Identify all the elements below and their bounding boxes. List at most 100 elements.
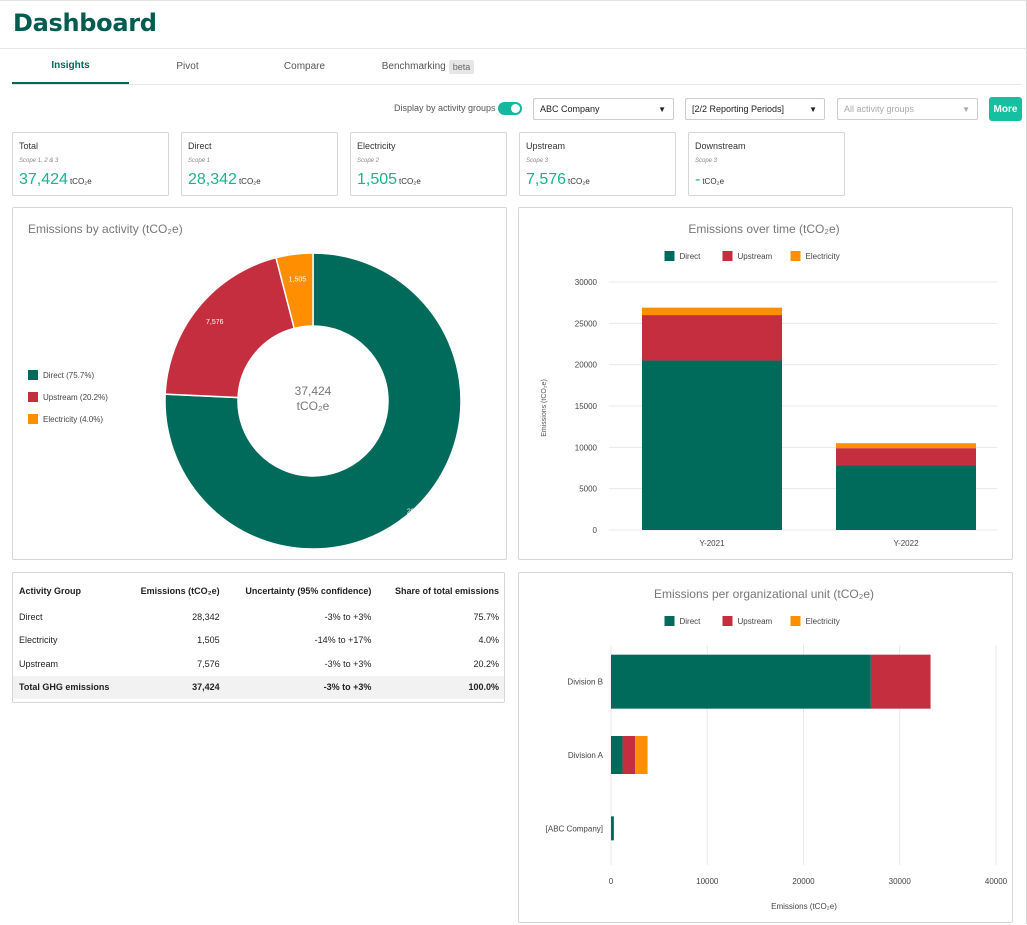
table-cell: -14% to +17% bbox=[314, 635, 372, 646]
kpi-label: Direct bbox=[188, 141, 212, 151]
page-title: Dashboard bbox=[13, 9, 157, 37]
kpi-unit: tCO₂e bbox=[702, 177, 725, 186]
emissions-table: Activity Group Emissions (tCO₂e) Uncerta… bbox=[13, 577, 505, 699]
bar-direct-y-2021[interactable] bbox=[642, 360, 782, 530]
emissions-per-org-unit-chart: Emissions per organizational unit (tCO₂e… bbox=[546, 587, 1008, 911]
kpi-label: Downstream bbox=[695, 141, 746, 151]
bar-electricity-y-2022[interactable] bbox=[836, 443, 976, 449]
table-cell: 1,505 bbox=[197, 635, 220, 646]
bar-direct[interactable] bbox=[611, 654, 871, 709]
donut-slice-electricity[interactable] bbox=[275, 252, 314, 330]
emissions-over-time-chart: Emissions over time (tCO₂e) Direct Upstre… bbox=[541, 222, 997, 548]
tab-benchmarking[interactable]: Benchmarking beta bbox=[363, 49, 493, 84]
legend-swatch bbox=[722, 616, 733, 626]
legend-swatch bbox=[722, 251, 733, 261]
toggle-knob bbox=[511, 104, 520, 113]
legend-label-direct[interactable]: Direct bbox=[680, 252, 702, 261]
emissions-over-time-title: Emissions over time (tCO₂e) bbox=[688, 222, 839, 236]
kpi-label: Electricity bbox=[357, 141, 396, 151]
kpi-scope: Scope 3 bbox=[695, 158, 718, 164]
legend-swatch bbox=[28, 392, 38, 402]
bar-upstream[interactable] bbox=[622, 736, 636, 774]
table-cell: 100.0% bbox=[377, 675, 505, 699]
y-tick-label: 0 bbox=[593, 526, 598, 535]
column-header[interactable]: Uncertainty (95% confidence) bbox=[245, 586, 372, 596]
table-cell: Total GHG emissions bbox=[13, 675, 126, 699]
x-tick-label: Y-2021 bbox=[699, 539, 725, 548]
bar-direct-y-2022[interactable] bbox=[836, 465, 976, 530]
bar-direct[interactable] bbox=[611, 736, 623, 774]
kpi-scope: Scope 1 bbox=[188, 158, 211, 164]
x-axis-label: Emissions (tCO₂e) bbox=[771, 902, 837, 911]
legend-swatch bbox=[664, 251, 675, 261]
table-cell: 7,576 bbox=[197, 658, 220, 669]
y-tick-label: 15000 bbox=[575, 402, 598, 411]
activity-groups-select[interactable]: All activity groups ▼ bbox=[837, 98, 978, 120]
legend-label: Electricity (4.0%) bbox=[43, 414, 104, 424]
bar-upstream-y-2022[interactable] bbox=[836, 448, 976, 466]
legend-swatch bbox=[790, 251, 801, 261]
emissions-by-activity-title: Emissions by activity (tCO₂e) bbox=[28, 222, 183, 236]
donut-slice-upstream[interactable] bbox=[164, 256, 296, 399]
legend-label-electricity[interactable]: Electricity bbox=[806, 617, 840, 626]
x-tick-label: 40000 bbox=[985, 877, 1008, 886]
legend-swatch bbox=[790, 616, 801, 626]
y-tick-label: [ABC Company] bbox=[546, 824, 603, 833]
table-cell: Upstream bbox=[19, 658, 59, 669]
tab-insights[interactable]: Insights bbox=[12, 49, 129, 84]
kpi-label: Upstream bbox=[526, 141, 566, 151]
donut-slice-label: 28,342 bbox=[407, 509, 429, 516]
table-cell: Direct bbox=[19, 611, 43, 622]
kpi-card-downstream: Downstream Scope 3 - tCO₂e bbox=[688, 132, 845, 196]
company-select[interactable]: ABC Company ▼ bbox=[533, 98, 674, 120]
legend-label-upstream[interactable]: Upstream bbox=[738, 617, 773, 626]
kpi-value: 37,424 bbox=[19, 171, 68, 188]
reporting-periods-select[interactable]: [2/2 Reporting Periods] ▼ bbox=[685, 98, 825, 120]
kpi-value-row: 7,576 tCO₂e bbox=[526, 171, 590, 189]
y-tick-label: 20000 bbox=[575, 361, 598, 370]
emissions-per-org-unit-panel: Emissions per organizational unit (tCO₂e… bbox=[518, 572, 1013, 923]
y-tick-label: Division B bbox=[567, 678, 603, 687]
bar-electricity[interactable] bbox=[635, 736, 648, 774]
legend-label: Direct (75.7%) bbox=[43, 370, 95, 380]
column-header[interactable]: Activity Group bbox=[19, 586, 82, 596]
kpi-scope: Scope 3 bbox=[526, 158, 549, 164]
y-tick-label: Division A bbox=[568, 751, 604, 760]
kpi-scope: Scope 2 bbox=[357, 158, 380, 164]
y-tick-label: 10000 bbox=[575, 443, 598, 452]
emissions-per-org-unit-title: Emissions per organizational unit (tCO₂e… bbox=[654, 587, 874, 601]
table-cell: 4.0% bbox=[478, 635, 499, 646]
emissions-over-time-panel: Emissions over time (tCO₂e) Direct Upstre… bbox=[518, 207, 1013, 560]
kpi-value: 28,342 bbox=[188, 171, 237, 188]
column-header[interactable]: Emissions (tCO₂e) bbox=[140, 586, 220, 596]
legend-item-electricity[interactable]: Electricity (4.0%) bbox=[28, 414, 103, 424]
legend-label-upstream[interactable]: Upstream bbox=[738, 252, 773, 261]
y-tick-label: 30000 bbox=[575, 278, 598, 287]
legend-item-upstream[interactable]: Upstream (20.2%) bbox=[28, 392, 108, 402]
bar-electricity-y-2021[interactable] bbox=[642, 307, 782, 316]
activity-groups-toggle[interactable] bbox=[498, 102, 522, 115]
kpi-value-row: 37,424 tCO₂e bbox=[19, 171, 92, 189]
more-button[interactable]: More bbox=[989, 97, 1022, 121]
kpi-value: 1,505 bbox=[357, 171, 398, 188]
donut-slice-direct[interactable] bbox=[164, 252, 462, 550]
tab-pivot[interactable]: Pivot bbox=[176, 61, 199, 72]
y-axis-label: Emissions (tCO₂e) bbox=[541, 379, 548, 437]
bar-direct[interactable] bbox=[611, 816, 614, 841]
bar-upstream[interactable] bbox=[870, 654, 931, 709]
legend-label-direct[interactable]: Direct bbox=[680, 617, 702, 626]
tab-compare[interactable]: Compare bbox=[283, 61, 326, 72]
column-header[interactable]: Share of total emissions bbox=[394, 586, 499, 596]
table-row: Direct 28,342 -3% to +3% 75.7% bbox=[13, 605, 505, 629]
x-tick-label: Y-2022 bbox=[893, 539, 919, 548]
legend-item-direct[interactable]: Direct (75.7%) bbox=[28, 370, 94, 380]
kpi-scope: Scope 1, 2 & 3 bbox=[19, 158, 59, 164]
y-tick-label: 25000 bbox=[575, 319, 598, 328]
tab-bar: Insights Pivot Compare Benchmarking beta bbox=[12, 49, 1022, 85]
emissions-by-activity-panel: Emissions by activity (tCO₂e) Direct (75… bbox=[12, 207, 507, 560]
chevron-down-icon: ▼ bbox=[809, 105, 817, 114]
chevron-down-icon: ▼ bbox=[962, 105, 970, 114]
bar-upstream-y-2021[interactable] bbox=[642, 315, 782, 361]
donut-center-value: 37,424 bbox=[295, 384, 332, 398]
legend-label-electricity[interactable]: Electricity bbox=[806, 252, 840, 261]
